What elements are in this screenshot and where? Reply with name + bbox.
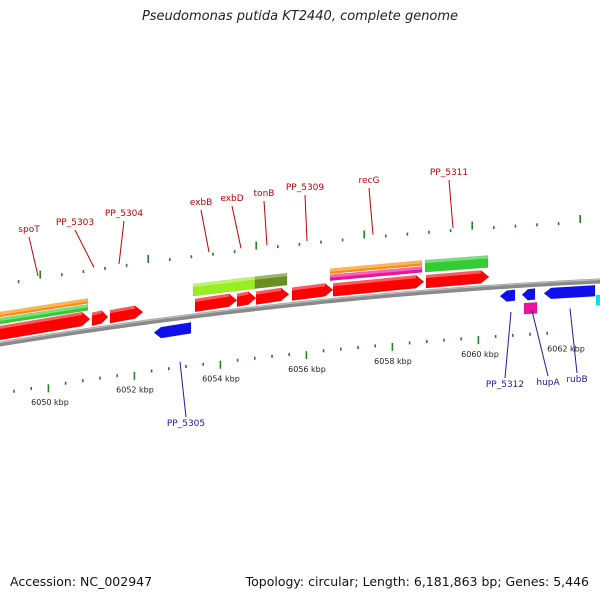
label-PP_5303: PP_5303 bbox=[56, 218, 94, 228]
label-PP_5304: PP_5304 bbox=[105, 209, 144, 219]
label-hupA-leader bbox=[531, 310, 549, 377]
label-PP_5305: PP_5305 bbox=[167, 419, 205, 429]
kbp-label: 6050 kbp bbox=[31, 398, 69, 407]
kbp-label: 6052 kbp bbox=[116, 386, 154, 395]
label-recG: recG bbox=[359, 176, 380, 186]
feature-orange-recG-bevel bbox=[330, 260, 422, 272]
feature-orange-spoT-bevel bbox=[0, 298, 88, 316]
label-spoT-leader bbox=[28, 236, 39, 277]
label-PP_5304-leader bbox=[118, 220, 125, 265]
label-exbB-leader bbox=[200, 209, 210, 253]
label-PP_5311-leader bbox=[448, 179, 454, 229]
label-PP_5303-leader bbox=[74, 229, 95, 268]
feature-green-spoT-bevel bbox=[0, 304, 88, 322]
cds-PP_5303-bevel bbox=[92, 310, 102, 316]
cds-PP_5304 bbox=[109, 305, 144, 324]
label-PP_5311: PP_5311 bbox=[430, 168, 468, 178]
feature-orange-spoT bbox=[0, 298, 89, 318]
label-rubB-leader bbox=[569, 308, 578, 374]
cds-PP_5311-bevel bbox=[426, 270, 481, 279]
cds-PP_5305 bbox=[153, 322, 192, 339]
feature-olive-tonB-bevel bbox=[255, 273, 287, 280]
feature-olive-tonB bbox=[254, 272, 288, 289]
cds-hupA-region bbox=[521, 288, 536, 301]
feature-green-PP_5311 bbox=[424, 255, 489, 273]
feature-orange-recG bbox=[329, 260, 423, 274]
cds-exbD bbox=[236, 291, 257, 308]
label-recG-leader bbox=[368, 187, 374, 235]
cds-exbB bbox=[194, 293, 238, 313]
feature-green-PP_5311-bevel bbox=[425, 255, 488, 264]
kbp-label: 6062 kbp bbox=[547, 345, 585, 354]
kbp-label: 6056 kbp bbox=[288, 365, 326, 374]
feature-green-spoT bbox=[0, 304, 89, 325]
label-tonB-leader bbox=[263, 200, 268, 246]
cds-PP_5311 bbox=[425, 270, 490, 289]
kbp-label: 6054 kbp bbox=[202, 375, 240, 384]
label-spoT: spoT bbox=[18, 225, 40, 235]
label-tonB: tonB bbox=[254, 189, 275, 199]
label-exbB: exbB bbox=[190, 198, 213, 208]
label-rubB: rubB bbox=[566, 375, 587, 385]
genome-backbone bbox=[0, 278, 600, 347]
genome-backbone-highlight bbox=[0, 278, 600, 344]
cds-PP_5303 bbox=[91, 310, 109, 327]
cds-exbD-bevel bbox=[237, 291, 249, 297]
label-PP_5309: PP_5309 bbox=[286, 183, 325, 193]
kbp-label: 6060 kbp bbox=[461, 350, 499, 359]
cds-PP_5309-bevel bbox=[292, 283, 325, 291]
cds-spoT bbox=[0, 311, 91, 341]
kbp-label: 6058 kbp bbox=[374, 357, 412, 366]
genome-summary: Topology: circular; Length: 6,181,863 bp… bbox=[245, 574, 589, 589]
map-title: Pseudomonas putida KT2440, complete geno… bbox=[141, 9, 459, 24]
feature-lightgreen-exbB-bevel bbox=[193, 276, 255, 288]
feature-magenta-recG bbox=[329, 266, 423, 281]
label-exbD: exbD bbox=[220, 194, 243, 204]
feature-magenta-hupA bbox=[523, 302, 538, 315]
cds-spoT-bevel bbox=[0, 312, 82, 329]
cds-PP_5312 bbox=[499, 289, 516, 302]
label-exbD-leader bbox=[231, 205, 242, 249]
label-PP_5309-leader bbox=[304, 194, 308, 242]
cds-rubB bbox=[543, 284, 596, 300]
label-PP_5305-leader bbox=[179, 361, 187, 418]
cds-recG-bevel bbox=[333, 275, 416, 287]
label-PP_5312: PP_5312 bbox=[486, 380, 524, 390]
cds-PP_5304-bevel bbox=[110, 305, 135, 314]
cds-recG bbox=[332, 274, 425, 297]
cds-PP_5309 bbox=[291, 283, 334, 301]
cds-tonB bbox=[255, 287, 290, 305]
label-hupA: hupA bbox=[536, 378, 560, 388]
cds-tonB-bevel bbox=[256, 287, 281, 295]
feature-cyan bbox=[595, 294, 600, 306]
label-PP_5312-leader bbox=[504, 311, 512, 379]
cds-exbB-bevel bbox=[195, 293, 229, 302]
accession-text: Accession: NC_002947 bbox=[10, 574, 153, 589]
feature-magenta-recG-bevel bbox=[330, 266, 422, 278]
